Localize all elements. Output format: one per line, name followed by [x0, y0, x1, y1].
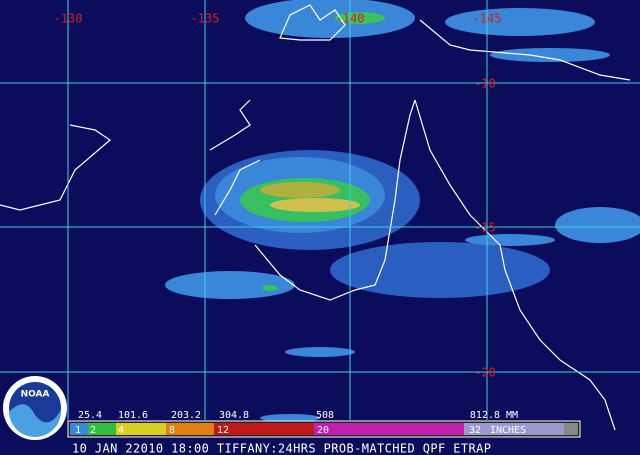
mm-label: 25.4	[78, 410, 102, 421]
mm-label: 812.8 MM	[470, 410, 518, 421]
mm-label: 304.8	[219, 410, 249, 421]
coastline	[0, 4, 631, 431]
latitude-label: -15	[474, 221, 496, 235]
longitude-label: -145	[473, 12, 502, 26]
inch-label: 32	[469, 425, 481, 436]
inch-label: 12	[217, 425, 229, 436]
caption: 10 JAN 22010 18:00 TIFFANY:24HRS PROB-MA…	[72, 442, 491, 455]
longitude-label: -140	[336, 12, 365, 26]
mm-label: 203.2	[171, 410, 201, 421]
noaa-logo: NOAA	[3, 376, 67, 440]
latitude-label: -20	[474, 366, 496, 380]
logo-text: NOAA	[21, 390, 50, 400]
inch-label: 8	[169, 425, 175, 436]
latitude-label: -10	[474, 77, 496, 91]
inch-label: 4	[118, 425, 124, 436]
inch-label: 20	[317, 425, 329, 436]
mm-label: 101.6	[118, 410, 148, 421]
rainfall-field	[165, 0, 640, 422]
longitude-label: -135	[191, 12, 220, 26]
inch-unit: INCHES	[490, 425, 526, 436]
graticule	[0, 0, 640, 420]
inch-label: 1	[75, 425, 81, 436]
longitude-label: -130	[54, 12, 83, 26]
mm-label: 508	[316, 410, 334, 421]
inch-label: 2	[90, 425, 96, 436]
color-scale	[67, 420, 581, 438]
